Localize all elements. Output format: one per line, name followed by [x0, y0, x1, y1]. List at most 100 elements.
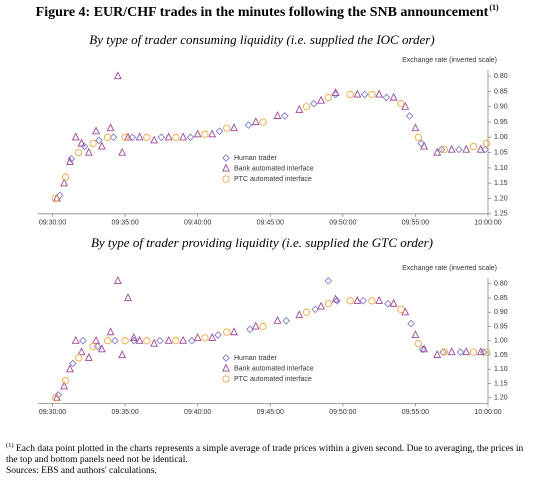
legend-label: Bank automated interface — [234, 165, 314, 172]
point — [230, 123, 238, 132]
point — [476, 144, 485, 153]
point — [208, 333, 217, 341]
point — [186, 133, 195, 142]
y-tick-label: 1.00 — [494, 134, 508, 141]
point — [223, 124, 231, 132]
legend-label: PTC automated interface — [234, 376, 312, 383]
point — [317, 95, 325, 104]
legend-marker — [222, 175, 230, 183]
point — [420, 141, 429, 150]
legend-label: Human trader — [234, 155, 277, 162]
chart: Figure 4: EUR/CHF trades in the minutes … — [36, 3, 508, 416]
point — [407, 319, 415, 328]
point — [201, 130, 209, 138]
y-tick-label: 0.80 — [494, 73, 508, 80]
point — [368, 297, 376, 305]
y-tick-label: 1.05 — [494, 149, 508, 156]
point — [324, 277, 333, 285]
legend-label: PTC automated interface — [234, 176, 312, 183]
point — [164, 132, 173, 141]
y-tick-label: 1.20 — [494, 195, 508, 202]
x-tick-label: 09:30:00 — [39, 409, 66, 416]
point — [135, 335, 144, 344]
point — [273, 111, 282, 119]
point — [150, 338, 159, 347]
point — [414, 339, 422, 348]
y-axis-title: Exchange rate (inverted scale) — [402, 265, 497, 272]
point — [104, 337, 112, 345]
point — [188, 336, 196, 345]
point — [333, 296, 341, 305]
y-tick-label: 0.90 — [494, 309, 508, 316]
point — [92, 335, 100, 344]
y-tick-label: 0.85 — [494, 295, 508, 302]
point — [201, 334, 209, 342]
legend-marker — [222, 354, 230, 362]
point — [417, 139, 426, 148]
point — [353, 295, 362, 304]
y-tick-label: 1.15 — [494, 380, 508, 387]
footnote-block: (1) Each data point plotted in the chart… — [6, 440, 531, 477]
point — [295, 104, 304, 113]
x-tick-label: 09:30:00 — [39, 220, 66, 227]
point — [331, 294, 340, 303]
x-tick-label: 09:45:00 — [257, 220, 284, 227]
point — [353, 89, 362, 98]
point — [104, 133, 112, 141]
point — [251, 117, 260, 126]
y-tick-label: 0.80 — [494, 281, 508, 288]
point — [246, 325, 254, 334]
point — [476, 347, 485, 356]
point — [193, 333, 202, 341]
point — [447, 144, 456, 153]
point — [360, 90, 369, 99]
y-axis-title: Exchange rate (inverted scale) — [402, 57, 497, 64]
point — [111, 336, 119, 345]
point — [447, 347, 456, 356]
point — [397, 305, 405, 313]
point — [346, 297, 354, 305]
point — [92, 126, 100, 135]
x-tick-label: 09:40:00 — [184, 220, 211, 227]
point — [482, 139, 491, 148]
point — [55, 191, 64, 200]
legend-marker — [222, 154, 230, 162]
point — [433, 350, 442, 358]
x-tick-label: 09:55:00 — [402, 220, 429, 227]
x-tick-label: 09:45:00 — [257, 409, 284, 416]
point — [437, 145, 446, 154]
point — [113, 71, 122, 80]
point — [128, 133, 137, 142]
y-tick-label: 1.15 — [494, 180, 508, 187]
point — [97, 344, 106, 353]
point — [469, 348, 478, 356]
point — [172, 133, 180, 141]
x-tick-label: 09:50:00 — [329, 409, 356, 416]
point — [143, 133, 151, 141]
point — [215, 127, 224, 136]
figure-title: Figure 4: EUR/CHF trades in the minutes … — [36, 5, 489, 20]
point — [397, 100, 405, 108]
point — [368, 90, 376, 99]
point — [324, 299, 332, 308]
point — [89, 342, 97, 351]
y-tick-label: 1.10 — [494, 366, 508, 373]
point — [405, 112, 414, 120]
point — [259, 118, 267, 126]
point — [121, 337, 129, 345]
point — [164, 335, 173, 344]
point — [77, 138, 86, 147]
point — [77, 347, 86, 356]
footnote-marker: (1) — [6, 442, 14, 449]
point — [481, 145, 489, 154]
point — [440, 145, 449, 154]
point — [74, 354, 83, 362]
x-tick-label: 09:55:00 — [402, 409, 429, 416]
point — [214, 331, 222, 339]
point — [259, 322, 267, 331]
y-tick-label: 1.25 — [494, 211, 508, 218]
point — [346, 90, 354, 99]
footnote-text: Each data point plotted in the charts re… — [6, 444, 524, 466]
point — [79, 336, 87, 345]
point — [382, 93, 391, 102]
